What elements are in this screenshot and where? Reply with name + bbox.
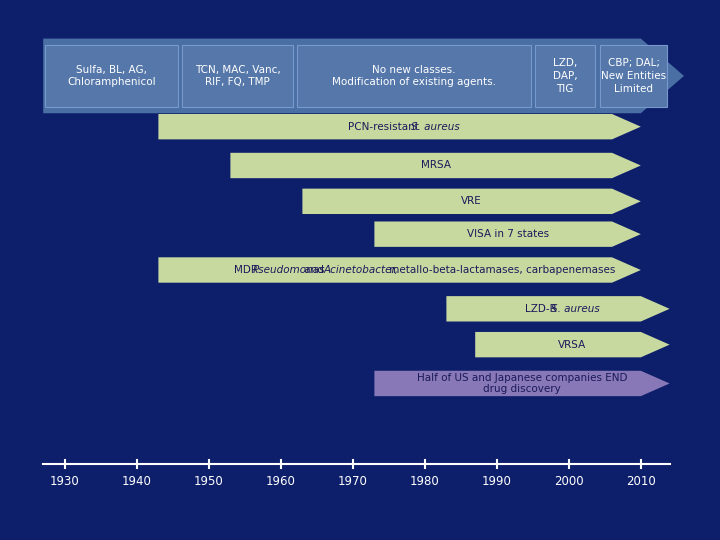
Text: No new classes.
Modification of existing agents.: No new classes. Modification of existing…	[332, 64, 496, 87]
FancyArrow shape	[374, 371, 670, 396]
Text: LZD-R: LZD-R	[525, 304, 559, 314]
Text: VRE: VRE	[462, 197, 482, 206]
Text: TCN, MAC, Vanc,
RIF, FQ, TMP: TCN, MAC, Vanc, RIF, FQ, TMP	[194, 64, 281, 87]
Text: and: and	[302, 265, 328, 275]
Text: S. aureus: S. aureus	[411, 122, 459, 132]
Text: metallo-beta-lactamases, carbapenemases: metallo-beta-lactamases, carbapenemases	[386, 265, 616, 275]
FancyArrow shape	[230, 153, 641, 178]
Text: VRSA: VRSA	[558, 340, 587, 349]
FancyArrow shape	[446, 296, 670, 321]
Text: PCN-resistant: PCN-resistant	[348, 122, 423, 132]
Text: VISA in 7 states: VISA in 7 states	[467, 229, 549, 239]
Bar	[45, 45, 178, 107]
FancyArrow shape	[374, 221, 641, 247]
Text: LZD,
DAP,
TIG: LZD, DAP, TIG	[553, 58, 577, 94]
FancyArrow shape	[158, 258, 641, 283]
Text: Half of US and Japanese companies END
drug discovery: Half of US and Japanese companies END dr…	[417, 373, 627, 394]
FancyArrow shape	[43, 38, 684, 113]
FancyArrow shape	[475, 332, 670, 357]
Text: 1980: 1980	[410, 475, 440, 488]
Text: CBP; DAL;
New Entities
Limited: CBP; DAL; New Entities Limited	[601, 58, 666, 94]
Text: 1990: 1990	[482, 475, 512, 488]
Text: MDR: MDR	[235, 265, 261, 275]
Text: 1950: 1950	[194, 475, 224, 488]
Text: Acinetobacter,: Acinetobacter,	[324, 265, 399, 275]
Bar	[297, 45, 531, 107]
Bar	[600, 45, 667, 107]
Text: MRSA: MRSA	[420, 160, 451, 171]
Bar	[182, 45, 293, 107]
Text: 1970: 1970	[338, 475, 368, 488]
Text: 2010: 2010	[626, 475, 656, 488]
Text: S. aureus: S. aureus	[552, 304, 600, 314]
Text: Sulfa, BL, AG,
Chloramphenicol: Sulfa, BL, AG, Chloramphenicol	[67, 64, 156, 87]
FancyArrow shape	[158, 114, 641, 139]
Text: 1960: 1960	[266, 475, 296, 488]
Text: 1930: 1930	[50, 475, 80, 488]
FancyArrow shape	[302, 188, 641, 214]
Bar	[535, 45, 595, 107]
Text: 1940: 1940	[122, 475, 152, 488]
Text: Pseudomonas: Pseudomonas	[252, 265, 325, 275]
Text: 2000: 2000	[554, 475, 584, 488]
